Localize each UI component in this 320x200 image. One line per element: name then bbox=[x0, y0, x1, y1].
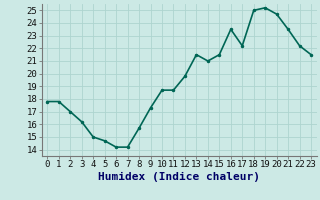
X-axis label: Humidex (Indice chaleur): Humidex (Indice chaleur) bbox=[98, 172, 260, 182]
